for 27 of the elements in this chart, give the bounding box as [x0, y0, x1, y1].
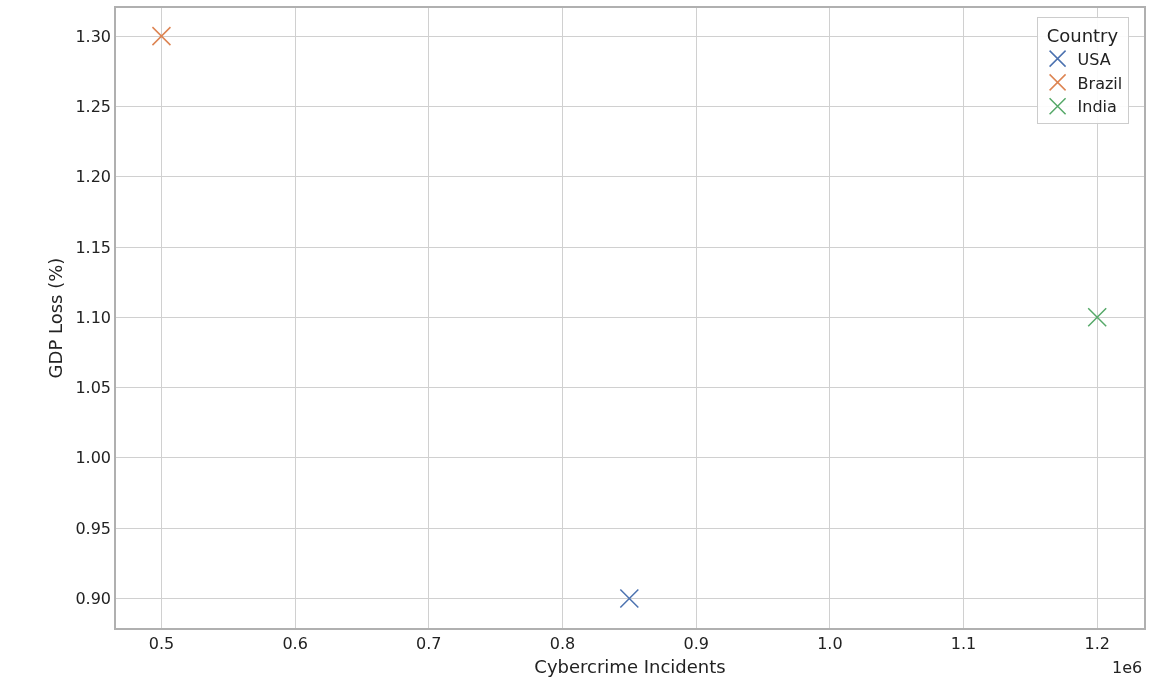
x-tick-label: 0.8: [549, 633, 576, 653]
x-tick-label: 1.0: [817, 633, 843, 653]
x-axis-title: Cybercrime Incidents: [534, 655, 726, 677]
point: [619, 588, 640, 609]
text: 1e6: [1112, 658, 1143, 677]
legend-title: Country: [1046, 24, 1119, 46]
x-tick-label: 0.7: [416, 633, 442, 653]
x-tick-label: 1.2: [1084, 633, 1110, 653]
x-tick-label: 1.1: [950, 633, 977, 653]
y-tick-label: 1.20: [75, 167, 112, 187]
y-tick-label: 1.25: [75, 97, 112, 117]
y-tick-label: 1.10: [75, 307, 112, 327]
x-tick-label: 0.6: [282, 633, 308, 653]
legend-label: India: [1077, 97, 1117, 117]
x-tick-label: 0.9: [683, 633, 709, 653]
legend-label: USA: [1077, 49, 1111, 69]
y-tick-label: 1.00: [75, 448, 112, 468]
legend-label: Brazil: [1077, 73, 1123, 93]
y-tick-label: 1.05: [75, 378, 112, 398]
y-axis-title: GDP Loss (%): [45, 257, 67, 379]
point: [1087, 307, 1107, 328]
y-tick-label: 0.90: [75, 589, 112, 609]
y-tick-label: 1.30: [75, 26, 112, 46]
y-tick-label: 0.95: [75, 518, 112, 538]
y-tick-label: 1.15: [75, 237, 112, 257]
x-tick-label: 0.5: [148, 633, 175, 653]
point: [151, 26, 172, 46]
